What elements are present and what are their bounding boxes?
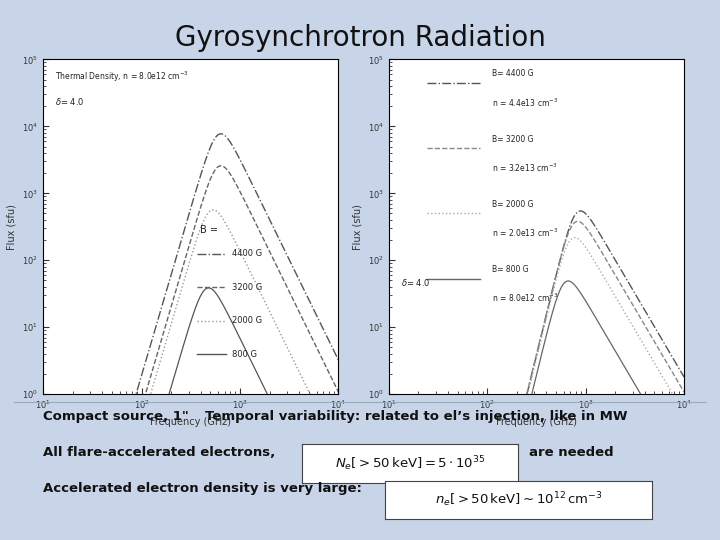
Text: B= 4400 G: B= 4400 G (492, 70, 534, 78)
Text: Thermal Density, n = 8.0e12 cm$^{-3}$: Thermal Density, n = 8.0e12 cm$^{-3}$ (55, 70, 189, 84)
Text: 3200 G: 3200 G (232, 282, 262, 292)
X-axis label: Frequency (GHz): Frequency (GHz) (150, 417, 231, 427)
Text: B= 3200 G: B= 3200 G (492, 135, 534, 144)
Text: 800 G: 800 G (232, 349, 257, 359)
Text: n = 8.0e12 cm$^{-3}$: n = 8.0e12 cm$^{-3}$ (492, 292, 558, 305)
Text: 4400 G: 4400 G (232, 249, 262, 258)
Text: $n_e[> 50\,\mathrm{keV}] \sim 10^{12}\,\mathrm{cm}^{-3}$: $n_e[> 50\,\mathrm{keV}] \sim 10^{12}\,\… (435, 491, 602, 509)
Text: $N_e[> 50\,\mathrm{keV}] = 5 \cdot 10^{35}$: $N_e[> 50\,\mathrm{keV}] = 5 \cdot 10^{3… (336, 455, 485, 473)
Text: All flare-accelerated electrons,: All flare-accelerated electrons, (43, 446, 276, 458)
Text: 2000 G: 2000 G (232, 316, 262, 325)
Text: B= 800 G: B= 800 G (492, 265, 528, 274)
Text: $\delta$= 4.0: $\delta$= 4.0 (400, 277, 430, 288)
Text: $\delta$= 4.0: $\delta$= 4.0 (55, 96, 84, 107)
Text: n = 2.0e13 cm$^{-3}$: n = 2.0e13 cm$^{-3}$ (492, 227, 558, 239)
Text: n = 3.2e13 cm$^{-3}$: n = 3.2e13 cm$^{-3}$ (492, 161, 558, 174)
Text: Temporal variability: related to el’s injection, like in MW: Temporal variability: related to el’s in… (205, 410, 628, 423)
Text: are needed: are needed (529, 446, 614, 458)
Text: Gyrosynchrotron Radiation: Gyrosynchrotron Radiation (174, 24, 546, 52)
X-axis label: Frequency (GHz): Frequency (GHz) (496, 417, 577, 427)
Text: B= 2000 G: B= 2000 G (492, 200, 534, 209)
Y-axis label: Flux (sfu): Flux (sfu) (352, 204, 362, 249)
Text: n = 4.4e13 cm$^{-3}$: n = 4.4e13 cm$^{-3}$ (492, 96, 558, 109)
Text: Compact source, 1": Compact source, 1" (43, 410, 189, 423)
Y-axis label: Flux (sfu): Flux (sfu) (6, 204, 17, 249)
Text: Accelerated electron density is very large:: Accelerated electron density is very lar… (43, 482, 362, 495)
Text: B =: B = (199, 226, 217, 235)
